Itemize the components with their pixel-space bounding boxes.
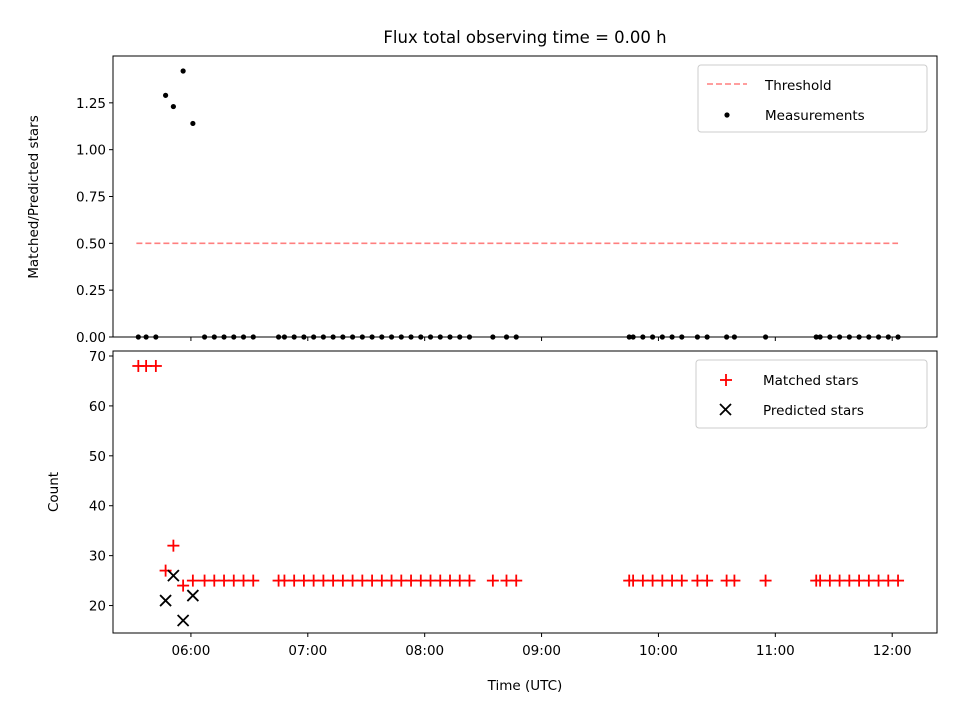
- predicted-stars-point: [176, 614, 190, 627]
- count-y-tick-label: 50: [89, 449, 106, 465]
- matched-stars-point: [728, 574, 741, 587]
- count-y-tick-label: 30: [89, 549, 106, 565]
- matched-stars-point: [463, 574, 476, 587]
- count-plot-area: [132, 359, 905, 627]
- matched-stars-point: [510, 574, 523, 587]
- ratio-y-tick-label: 0.50: [76, 236, 106, 252]
- count-legend-frame: [695, 359, 928, 429]
- legend-predicted-swatch: [719, 403, 732, 416]
- ratio-y-ticks: 0.00 0.25 0.50 0.75 1.00 1.25: [76, 96, 113, 346]
- figure-title: Flux total observing time = 0.00 h: [383, 28, 666, 47]
- count-x-tick-label: 08:00: [405, 643, 444, 659]
- matched-stars-point: [701, 574, 714, 587]
- count-x-tick-label: 07:00: [288, 643, 327, 659]
- count-x-tick-label: 10:00: [639, 643, 678, 659]
- count-y-ticks: 20 30 40 50 60 70: [89, 349, 113, 615]
- ratio-y-tick-label: 1.25: [76, 96, 106, 112]
- ratio-y-tick-label: 1.00: [76, 143, 106, 159]
- ratio-y-tick-label: 0.25: [76, 283, 106, 299]
- ratio-legend-frame: [697, 64, 928, 133]
- predicted-stars-point: [167, 569, 180, 582]
- measurement-point: [170, 103, 176, 110]
- ratio-y-tick-label: 0.75: [76, 190, 106, 206]
- count-x-tick-label: 11:00: [756, 643, 795, 659]
- count-y-tick-label: 40: [89, 499, 106, 515]
- matched-stars-point: [486, 574, 499, 587]
- matched-stars-point: [167, 539, 180, 552]
- count-x-tick-label: 12:00: [873, 643, 912, 659]
- legend-measurements-swatch: [724, 112, 730, 118]
- predicted-stars-point: [159, 594, 172, 607]
- legend-predicted-label: Predicted stars: [763, 403, 864, 419]
- legend-measurements-label: Measurements: [765, 108, 865, 124]
- legend-matched-label: Matched stars: [763, 373, 859, 389]
- ratio-y-tick-label: 0.00: [76, 330, 106, 346]
- legend-threshold-label: Threshold: [764, 78, 832, 94]
- ratio-y-axis-label: Matched/Predicted stars: [26, 115, 42, 278]
- ratio-panel: 0.00 0.25 0.50 0.75 1.00 1.25 Matched/Predict…: [26, 55, 938, 346]
- matched-stars-point: [186, 574, 199, 587]
- matched-stars-point: [759, 574, 772, 587]
- count-y-tick-label: 20: [89, 599, 106, 615]
- count-x-tick-label: 09:00: [522, 643, 561, 659]
- count-panel: 06:00 07:00 08:00 09:00 10:00 11:00 12:00 20 30…: [46, 349, 938, 694]
- count-y-axis-label: Count: [46, 472, 62, 512]
- measurement-point: [162, 92, 169, 98]
- count-legend: Matched stars Predicted stars: [695, 359, 928, 429]
- matched-stars-point: [177, 579, 190, 592]
- ratio-x-ticks: [190, 337, 893, 341]
- count-y-tick-label: 60: [89, 399, 106, 415]
- count-x-ticks: 06:00 07:00 08:00 09:00 10:00 11:00 12:00: [171, 633, 912, 659]
- count-y-tick-label: 70: [89, 349, 106, 365]
- matched-stars-point: [675, 574, 688, 587]
- predicted-stars-point: [186, 589, 200, 602]
- count-x-tick-label: 06:00: [171, 643, 210, 659]
- matched-stars-point: [149, 359, 162, 372]
- measurement-point: [190, 120, 196, 127]
- matched-stars-point: [159, 564, 172, 577]
- matched-stars-point: [892, 574, 905, 587]
- legend-matched-swatch: [720, 374, 732, 386]
- count-axes-frame: [112, 350, 938, 634]
- matched-stars-point: [247, 574, 260, 587]
- ratio-legend: Threshold Measurements: [697, 64, 928, 133]
- count-x-axis-label: Time (UTC): [487, 678, 563, 694]
- measurement-point: [180, 68, 186, 74]
